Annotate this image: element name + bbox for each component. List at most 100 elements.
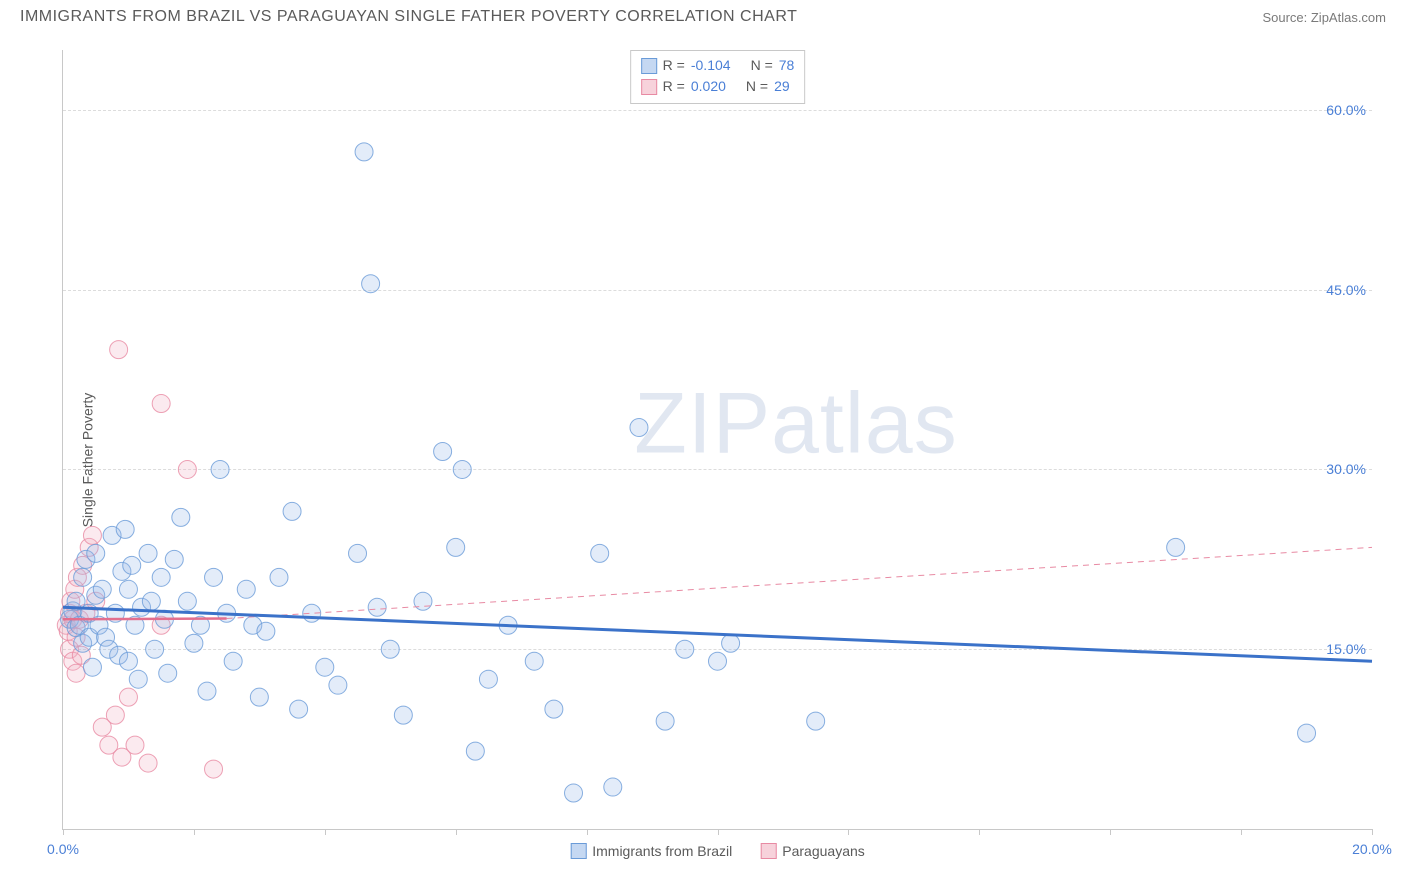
data-point-brazil <box>1298 724 1316 742</box>
data-point-brazil <box>93 580 111 598</box>
x-tick <box>456 829 457 835</box>
n-label: N = <box>751 55 773 76</box>
data-point-brazil <box>316 658 334 676</box>
x-tick <box>1241 829 1242 835</box>
plot-area: ZIPatlas R = -0.104 N = 78 R = 0.020 N =… <box>62 50 1372 830</box>
data-point-brazil <box>129 670 147 688</box>
legend-label-paraguay: Paraguayans <box>782 843 865 859</box>
chart-container: Single Father Poverty ZIPatlas R = -0.10… <box>20 40 1386 880</box>
data-point-brazil <box>591 544 609 562</box>
scatter-plot-svg <box>63 50 1372 829</box>
data-point-brazil <box>211 460 229 478</box>
data-point-brazil <box>709 652 727 670</box>
data-point-paraguay <box>67 664 85 682</box>
x-tick <box>63 829 64 835</box>
data-point-brazil <box>116 520 134 538</box>
data-point-brazil <box>257 622 275 640</box>
data-point-brazil <box>198 682 216 700</box>
data-point-brazil <box>185 634 203 652</box>
data-point-brazil <box>349 544 367 562</box>
legend-item-brazil: Immigrants from Brazil <box>570 843 732 859</box>
data-point-brazil <box>83 658 101 676</box>
data-point-paraguay <box>178 460 196 478</box>
data-point-brazil <box>414 592 432 610</box>
data-point-paraguay <box>106 706 124 724</box>
source-attribution: Source: ZipAtlas.com <box>1262 10 1386 25</box>
data-point-brazil <box>362 275 380 293</box>
source-name: ZipAtlas.com <box>1311 10 1386 25</box>
data-point-paraguay <box>205 760 223 778</box>
data-point-brazil <box>178 592 196 610</box>
data-point-paraguay <box>126 736 144 754</box>
data-point-brazil <box>545 700 563 718</box>
data-point-brazil <box>381 640 399 658</box>
data-point-brazil <box>159 664 177 682</box>
data-point-brazil <box>172 508 190 526</box>
n-value-paraguay: 29 <box>774 76 790 97</box>
data-point-brazil <box>119 580 137 598</box>
x-tick <box>1110 829 1111 835</box>
r-value-brazil: -0.104 <box>691 55 731 76</box>
data-point-brazil <box>453 460 471 478</box>
swatch-brazil <box>570 843 586 859</box>
data-point-brazil <box>224 652 242 670</box>
data-point-brazil <box>139 544 157 562</box>
trend-line-paraguay <box>63 619 227 620</box>
legend-row-paraguay: R = 0.020 N = 29 <box>641 76 795 97</box>
swatch-brazil <box>641 58 657 74</box>
data-point-brazil <box>146 640 164 658</box>
data-point-paraguay <box>83 526 101 544</box>
data-point-brazil <box>565 784 583 802</box>
data-point-brazil <box>290 700 308 718</box>
swatch-paraguay <box>641 79 657 95</box>
data-point-brazil <box>1167 538 1185 556</box>
data-point-brazil <box>270 568 288 586</box>
x-tick-label: 20.0% <box>1352 841 1392 857</box>
data-point-brazil <box>807 712 825 730</box>
x-tick-label: 0.0% <box>47 841 79 857</box>
x-tick <box>848 829 849 835</box>
data-point-brazil <box>355 143 373 161</box>
data-point-brazil <box>630 419 648 437</box>
data-point-brazil <box>74 568 92 586</box>
data-point-brazil <box>434 442 452 460</box>
data-point-brazil <box>604 778 622 796</box>
chart-header: IMMIGRANTS FROM BRAZIL VS PARAGUAYAN SIN… <box>0 0 1406 30</box>
data-point-brazil <box>152 568 170 586</box>
x-tick <box>194 829 195 835</box>
data-point-brazil <box>394 706 412 724</box>
legend-label-brazil: Immigrants from Brazil <box>592 843 732 859</box>
correlation-legend: R = -0.104 N = 78 R = 0.020 N = 29 <box>630 50 806 104</box>
n-label: N = <box>746 76 768 97</box>
data-point-brazil <box>142 592 160 610</box>
data-point-brazil <box>119 652 137 670</box>
data-point-brazil <box>447 538 465 556</box>
legend-item-paraguay: Paraguayans <box>760 843 865 859</box>
data-point-brazil <box>656 712 674 730</box>
data-point-brazil <box>479 670 497 688</box>
data-point-paraguay <box>139 754 157 772</box>
x-tick <box>718 829 719 835</box>
data-point-brazil <box>205 568 223 586</box>
r-value-paraguay: 0.020 <box>691 76 726 97</box>
chart-title: IMMIGRANTS FROM BRAZIL VS PARAGUAYAN SIN… <box>20 8 797 26</box>
r-label: R = <box>663 55 685 76</box>
data-point-brazil <box>466 742 484 760</box>
x-tick <box>979 829 980 835</box>
data-point-brazil <box>525 652 543 670</box>
data-point-brazil <box>329 676 347 694</box>
legend-row-brazil: R = -0.104 N = 78 <box>641 55 795 76</box>
x-tick <box>1372 829 1373 835</box>
series-legend: Immigrants from Brazil Paraguayans <box>570 843 865 859</box>
data-point-brazil <box>722 634 740 652</box>
data-point-paraguay <box>110 341 128 359</box>
r-label: R = <box>663 76 685 97</box>
n-value-brazil: 78 <box>779 55 795 76</box>
data-point-brazil <box>283 502 301 520</box>
data-point-brazil <box>676 640 694 658</box>
data-point-brazil <box>250 688 268 706</box>
data-point-paraguay <box>119 688 137 706</box>
data-point-brazil <box>237 580 255 598</box>
data-point-paraguay <box>152 395 170 413</box>
data-point-brazil <box>368 598 386 616</box>
